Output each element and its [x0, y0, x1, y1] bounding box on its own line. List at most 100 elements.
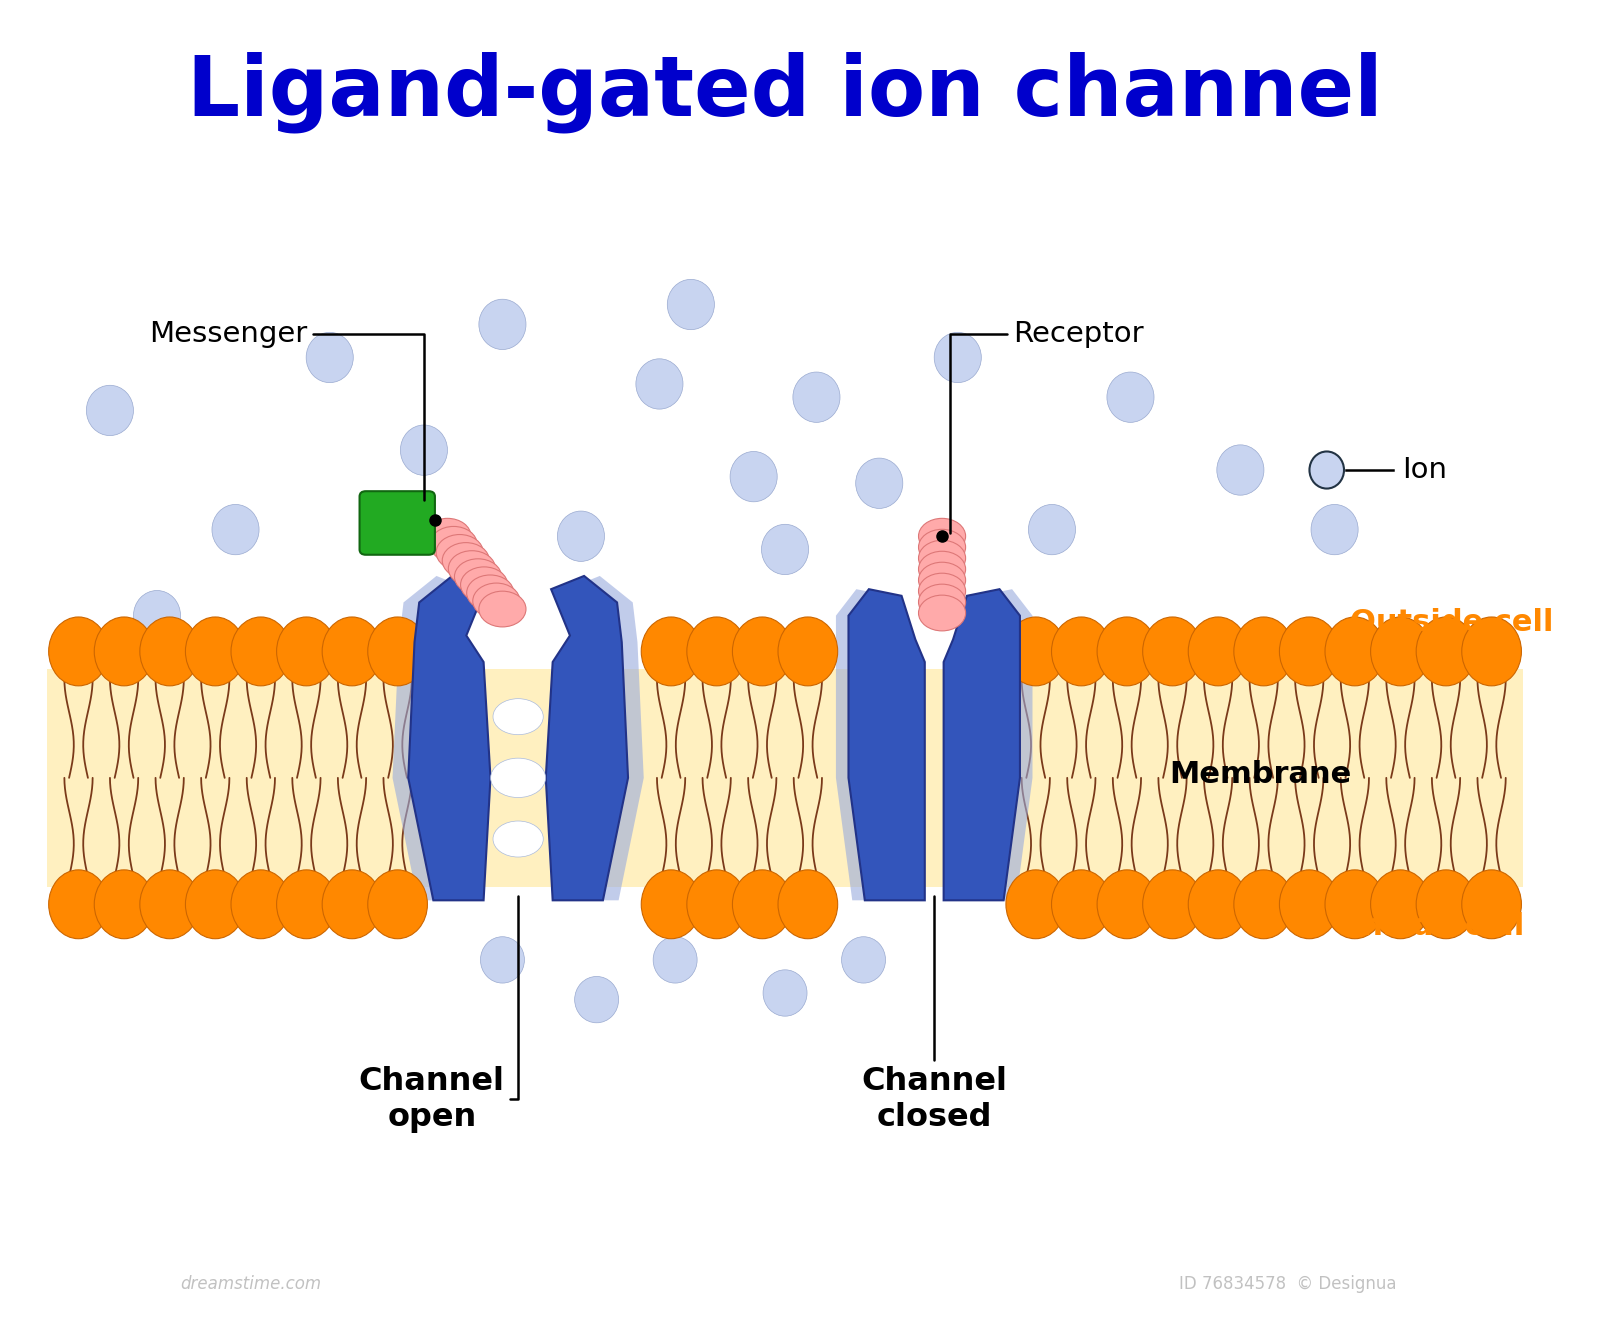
Polygon shape	[546, 576, 629, 900]
Ellipse shape	[1462, 870, 1522, 939]
Text: Ion: Ion	[1402, 455, 1446, 485]
Ellipse shape	[778, 617, 838, 686]
Ellipse shape	[635, 359, 683, 409]
Ellipse shape	[574, 977, 619, 1023]
Ellipse shape	[667, 279, 714, 330]
Ellipse shape	[918, 530, 966, 565]
Ellipse shape	[424, 519, 470, 555]
Ellipse shape	[1416, 617, 1475, 686]
Ellipse shape	[1325, 617, 1384, 686]
Ellipse shape	[653, 937, 698, 982]
Ellipse shape	[94, 870, 154, 939]
Text: Outside cell: Outside cell	[1350, 608, 1554, 637]
Ellipse shape	[454, 559, 501, 594]
Polygon shape	[392, 576, 475, 900]
Ellipse shape	[86, 385, 133, 436]
Ellipse shape	[493, 699, 544, 735]
Ellipse shape	[1371, 617, 1430, 686]
Ellipse shape	[918, 584, 966, 620]
Ellipse shape	[277, 870, 336, 939]
Ellipse shape	[778, 870, 838, 939]
Text: Inside cell: Inside cell	[1350, 912, 1525, 941]
Ellipse shape	[1098, 870, 1157, 939]
Ellipse shape	[686, 870, 747, 939]
Ellipse shape	[730, 451, 778, 502]
Ellipse shape	[1234, 617, 1293, 686]
Ellipse shape	[1051, 870, 1110, 939]
Ellipse shape	[733, 617, 792, 686]
Ellipse shape	[763, 969, 806, 1017]
Polygon shape	[848, 589, 925, 900]
Polygon shape	[957, 589, 1032, 900]
Ellipse shape	[642, 617, 701, 686]
Ellipse shape	[1142, 617, 1202, 686]
Text: dreamstime.com: dreamstime.com	[181, 1275, 322, 1294]
Ellipse shape	[1371, 870, 1430, 939]
Ellipse shape	[139, 870, 200, 939]
Ellipse shape	[1029, 504, 1075, 555]
Ellipse shape	[368, 870, 427, 939]
Ellipse shape	[133, 591, 181, 641]
Ellipse shape	[472, 583, 520, 618]
Ellipse shape	[642, 870, 701, 939]
Text: Membrane: Membrane	[1170, 760, 1352, 789]
Text: ID 76834578  © Designua: ID 76834578 © Designua	[1179, 1275, 1397, 1294]
Ellipse shape	[1416, 870, 1475, 939]
Ellipse shape	[230, 870, 291, 939]
Text: Receptor: Receptor	[950, 319, 1144, 534]
FancyBboxPatch shape	[360, 491, 435, 555]
Text: Messenger: Messenger	[149, 319, 424, 500]
Ellipse shape	[1006, 870, 1066, 939]
Ellipse shape	[1462, 617, 1522, 686]
Ellipse shape	[934, 332, 981, 383]
Ellipse shape	[1006, 617, 1066, 686]
Ellipse shape	[1280, 617, 1339, 686]
Text: Channel
closed: Channel closed	[861, 896, 1008, 1132]
Ellipse shape	[1218, 445, 1264, 495]
Ellipse shape	[491, 759, 546, 797]
Ellipse shape	[368, 617, 427, 686]
Ellipse shape	[139, 617, 200, 686]
Ellipse shape	[400, 425, 448, 475]
Ellipse shape	[277, 617, 336, 686]
Ellipse shape	[733, 870, 792, 939]
Ellipse shape	[1051, 617, 1110, 686]
Ellipse shape	[1234, 870, 1293, 939]
Polygon shape	[562, 576, 643, 900]
Ellipse shape	[448, 551, 496, 587]
Ellipse shape	[918, 540, 966, 576]
Ellipse shape	[306, 332, 354, 383]
Polygon shape	[408, 576, 491, 900]
Ellipse shape	[493, 821, 544, 857]
Ellipse shape	[186, 617, 245, 686]
Polygon shape	[944, 589, 1019, 900]
Ellipse shape	[1310, 504, 1358, 555]
Ellipse shape	[442, 543, 490, 579]
Ellipse shape	[1142, 870, 1202, 939]
Polygon shape	[835, 589, 912, 900]
Text: Channel
open: Channel open	[358, 896, 518, 1132]
Ellipse shape	[211, 504, 259, 555]
Ellipse shape	[461, 567, 507, 602]
Ellipse shape	[94, 617, 154, 686]
Ellipse shape	[478, 299, 526, 350]
Ellipse shape	[186, 870, 245, 939]
Ellipse shape	[230, 617, 291, 686]
Ellipse shape	[322, 617, 382, 686]
Ellipse shape	[467, 575, 514, 610]
Ellipse shape	[1189, 870, 1248, 939]
Ellipse shape	[1280, 870, 1339, 939]
Ellipse shape	[918, 551, 966, 587]
Ellipse shape	[557, 511, 605, 561]
Ellipse shape	[437, 535, 483, 571]
Ellipse shape	[918, 519, 966, 555]
Ellipse shape	[1189, 617, 1248, 686]
Ellipse shape	[1098, 617, 1157, 686]
Ellipse shape	[794, 372, 840, 422]
Ellipse shape	[478, 591, 526, 628]
Ellipse shape	[48, 617, 109, 686]
Ellipse shape	[686, 617, 747, 686]
Ellipse shape	[322, 870, 382, 939]
Ellipse shape	[842, 937, 885, 982]
Ellipse shape	[1107, 372, 1154, 422]
